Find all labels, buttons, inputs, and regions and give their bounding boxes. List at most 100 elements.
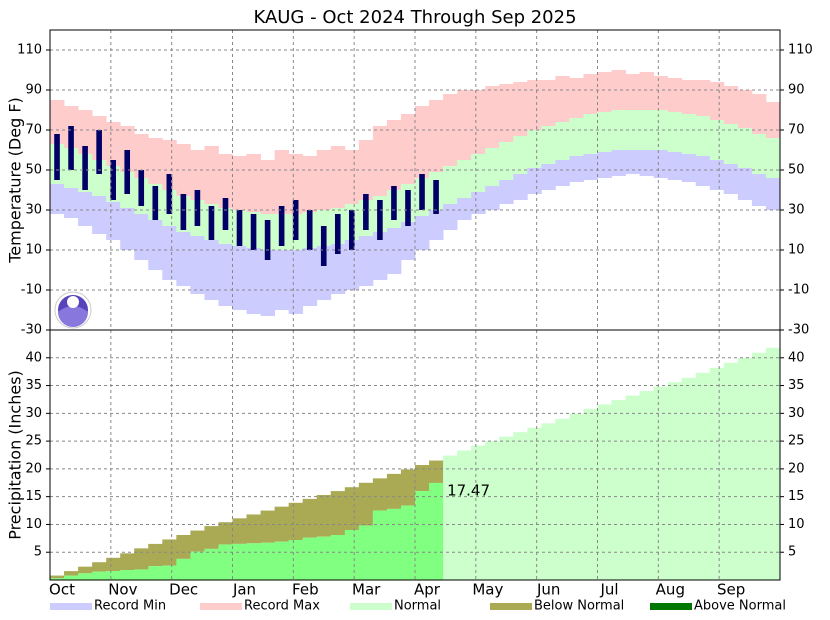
record-max-band bbox=[541, 80, 556, 126]
observed-area bbox=[232, 543, 247, 580]
x-tick-label: Dec bbox=[169, 581, 198, 599]
record-min-band bbox=[639, 150, 655, 176]
record-min-band bbox=[415, 216, 430, 250]
record-max-band bbox=[429, 100, 444, 172]
below-normal-area bbox=[218, 522, 233, 545]
data-label: 17.47 bbox=[447, 481, 490, 499]
legend-swatch bbox=[350, 603, 392, 610]
observed-bar bbox=[194, 190, 201, 226]
below-normal-area bbox=[134, 548, 149, 570]
y-tick-label: 40 bbox=[788, 350, 805, 365]
observed-area bbox=[50, 578, 65, 580]
below-normal-area bbox=[302, 498, 318, 538]
observed-area bbox=[64, 575, 79, 580]
legend-swatch bbox=[50, 603, 92, 610]
record-min-band bbox=[569, 156, 584, 182]
observed-bar bbox=[180, 194, 187, 230]
normal-band bbox=[457, 160, 472, 198]
record-max-band bbox=[316, 150, 332, 210]
record-max-band bbox=[232, 156, 247, 210]
record-max-band bbox=[246, 154, 261, 212]
below-normal-area bbox=[344, 487, 360, 530]
record-min-band bbox=[555, 160, 570, 186]
below-normal-area bbox=[358, 482, 374, 526]
record-max-band bbox=[134, 134, 149, 178]
normal-area bbox=[751, 352, 767, 580]
record-min-band bbox=[653, 150, 669, 178]
normal-area bbox=[485, 441, 500, 580]
record-max-band bbox=[358, 140, 374, 200]
observed-area bbox=[316, 536, 332, 580]
normal-band bbox=[737, 128, 753, 168]
x-tick-label: Aug bbox=[656, 581, 685, 599]
below-normal-area bbox=[232, 518, 247, 544]
record-min-band bbox=[737, 168, 753, 200]
below-normal-area bbox=[204, 526, 219, 549]
observed-area bbox=[429, 482, 444, 580]
observed-bar bbox=[110, 160, 116, 200]
normal-area bbox=[499, 436, 514, 580]
record-min-band bbox=[316, 246, 332, 300]
observed-bar bbox=[68, 126, 74, 170]
normal-band bbox=[513, 136, 528, 174]
observed-area bbox=[106, 571, 121, 580]
normal-band bbox=[555, 122, 570, 160]
record-max-band bbox=[667, 78, 683, 112]
record-min-band bbox=[344, 240, 360, 290]
normal-band bbox=[723, 124, 739, 164]
x-tick-label: Jun bbox=[536, 581, 560, 599]
record-max-band bbox=[372, 126, 388, 196]
y-tick-label: 20 bbox=[25, 461, 42, 476]
normal-area bbox=[765, 347, 781, 580]
normal-band bbox=[527, 130, 542, 168]
legend-label: Above Normal bbox=[694, 599, 786, 614]
normal-band bbox=[569, 118, 584, 156]
observed-bar bbox=[391, 186, 397, 220]
below-normal-area bbox=[260, 510, 276, 543]
normal-band bbox=[709, 120, 725, 160]
observed-bar bbox=[419, 174, 425, 210]
normal-area bbox=[443, 455, 458, 580]
observed-area bbox=[415, 491, 430, 580]
y-tick-label: 40 bbox=[25, 350, 42, 365]
y-tick-label: 15 bbox=[25, 489, 42, 504]
record-max-band bbox=[737, 90, 753, 128]
observed-bar bbox=[138, 170, 145, 206]
y-tick-label: 50 bbox=[788, 163, 805, 178]
y-tick-label: 110 bbox=[788, 43, 813, 58]
below-normal-area bbox=[92, 562, 107, 572]
record-max-band bbox=[78, 110, 93, 154]
normal-area bbox=[597, 404, 612, 580]
record-max-band bbox=[302, 156, 318, 212]
observed-area bbox=[134, 569, 149, 580]
x-tick-label: Mar bbox=[352, 581, 381, 599]
observed-area bbox=[148, 566, 163, 580]
below-normal-area bbox=[372, 478, 388, 511]
record-min-band bbox=[386, 228, 402, 274]
x-tick-label: Apr bbox=[414, 581, 441, 599]
below-normal-area bbox=[274, 506, 290, 542]
observed-area bbox=[246, 543, 261, 580]
y-tick-label: 10 bbox=[788, 243, 805, 258]
observed-bar bbox=[54, 134, 60, 180]
x-tick-label: Feb bbox=[292, 581, 319, 599]
record-max-band bbox=[288, 154, 304, 214]
record-min-band bbox=[106, 202, 121, 240]
observed-bar bbox=[222, 198, 229, 230]
record-min-band bbox=[541, 164, 556, 190]
record-min-band bbox=[148, 220, 163, 270]
normal-band bbox=[695, 116, 711, 156]
normal-band bbox=[485, 148, 500, 186]
y-tick-label: -30 bbox=[21, 323, 42, 338]
normal-area bbox=[611, 400, 626, 580]
observed-area bbox=[386, 508, 402, 580]
record-max-band bbox=[204, 146, 219, 204]
y-axis-title: Precipitation (Inches) bbox=[6, 370, 25, 540]
record-max-band bbox=[120, 126, 135, 172]
legend-swatch bbox=[650, 603, 692, 610]
record-min-band bbox=[302, 248, 318, 306]
normal-area bbox=[667, 382, 683, 580]
record-max-band bbox=[274, 150, 290, 214]
normal-area bbox=[569, 413, 584, 580]
below-normal-area bbox=[176, 535, 191, 559]
